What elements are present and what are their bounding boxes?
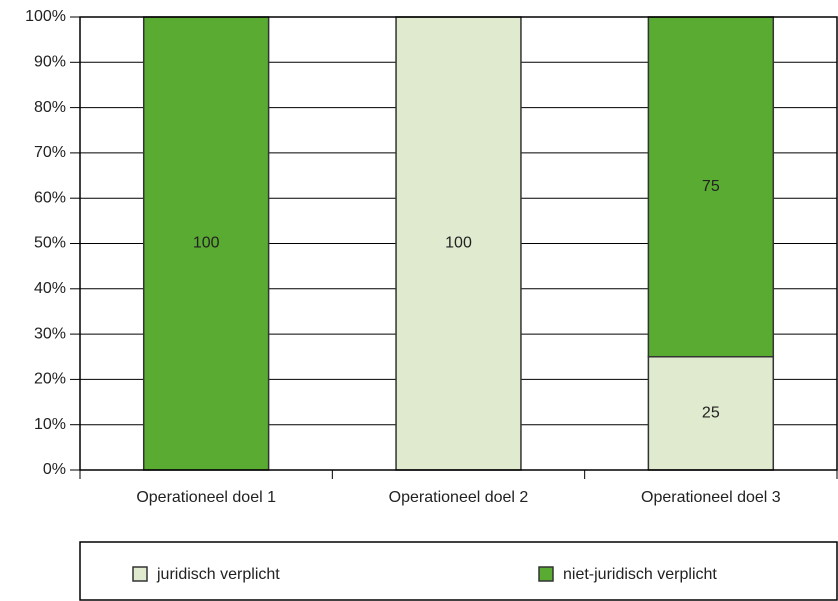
y-tick-label: 80% <box>34 99 66 116</box>
y-tick-label: 40% <box>34 280 66 297</box>
y-tick-label: 30% <box>34 325 66 342</box>
data-label: 100 <box>445 235 472 252</box>
legend-swatch <box>538 566 554 582</box>
bar-segment <box>395 16 522 471</box>
x-tick-label: Operationeel doel 2 <box>389 489 529 506</box>
x-tick-label: Operationeel doel 3 <box>641 489 781 506</box>
legend-box <box>79 541 838 601</box>
legend-label: niet-juridisch verplicht <box>563 566 717 583</box>
data-label: 100 <box>193 235 220 252</box>
data-label: 25 <box>702 405 720 422</box>
x-tick-label: Operationeel doel 1 <box>136 489 276 506</box>
y-tick-label: 100% <box>25 8 66 25</box>
y-tick-label: 0% <box>43 461 66 478</box>
y-tick-label: 70% <box>34 144 66 161</box>
y-tick-label: 60% <box>34 189 66 206</box>
y-tick-label: 10% <box>34 416 66 433</box>
data-label: 75 <box>702 178 720 195</box>
legend-swatch <box>132 566 148 582</box>
y-tick-label: 90% <box>34 54 66 71</box>
y-tick-label: 20% <box>34 371 66 388</box>
bar-segment <box>647 16 775 358</box>
legend-label: juridisch verplicht <box>156 566 280 583</box>
plot-border <box>79 16 838 471</box>
y-tick-label: 50% <box>34 235 66 252</box>
